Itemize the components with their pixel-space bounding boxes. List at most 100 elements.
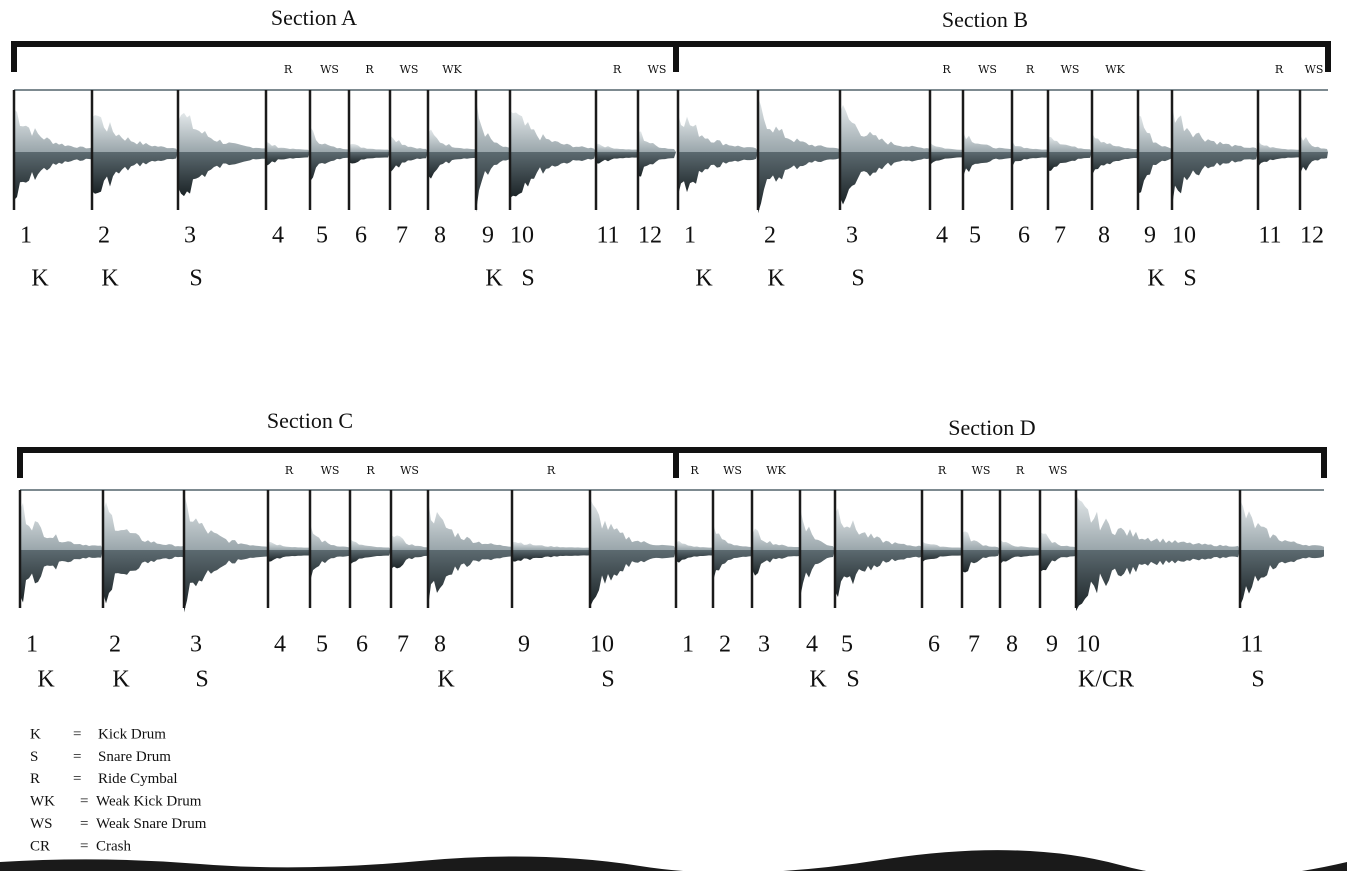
waveform-upper <box>476 97 510 152</box>
waveform-lower <box>92 152 178 194</box>
top-label: R <box>690 464 699 477</box>
waveform-lower <box>962 550 1000 573</box>
waveform-upper <box>922 541 962 550</box>
beat-number: 5 <box>316 223 328 249</box>
waveform-lower <box>350 550 391 565</box>
beat-number: 5 <box>841 632 853 658</box>
waveform-lower <box>476 152 510 213</box>
legend-meaning: Weak Kick Drum <box>96 794 202 810</box>
legend-symbol: CR <box>30 838 50 854</box>
section-bracket <box>17 447 679 478</box>
waveform-lower <box>758 152 840 214</box>
waveform-upper <box>103 502 184 550</box>
legend-separator: = <box>80 816 88 832</box>
beat-number: 4 <box>274 632 286 658</box>
beat-number: 10 <box>510 223 534 249</box>
waveform-lower <box>678 152 758 196</box>
waveform-upper <box>20 502 103 550</box>
legend-symbol: WK <box>30 794 55 810</box>
beat-number: 8 <box>1006 632 1018 658</box>
waveform-lower <box>20 550 103 603</box>
waveform-upper <box>390 135 428 152</box>
hit-label: S <box>846 667 859 693</box>
beat-number: 7 <box>1054 223 1066 249</box>
legend-separator: = <box>80 838 88 854</box>
beat-number: 12 <box>638 223 662 249</box>
top-label: R <box>285 464 294 477</box>
section-bracket <box>673 447 1327 478</box>
legend-separator: = <box>73 749 81 765</box>
waveform-upper <box>1076 494 1240 550</box>
top-label: WK <box>766 464 786 477</box>
waveform-upper <box>1012 140 1048 152</box>
beat-number: 2 <box>764 223 776 249</box>
beat-number: 2 <box>109 632 121 658</box>
waveform-lower <box>310 152 349 182</box>
waveform-lower <box>178 152 266 197</box>
hit-label: S <box>851 266 864 292</box>
waveform-upper <box>391 534 428 550</box>
hit-label: S <box>1251 667 1264 693</box>
legend-symbol: S <box>30 749 38 765</box>
waveform-upper <box>962 531 1000 550</box>
waveform-upper <box>350 539 391 550</box>
waveform-lower <box>1300 152 1328 175</box>
waveform-upper <box>638 131 676 152</box>
waveform-upper <box>266 141 310 152</box>
beat-number: 1 <box>20 223 32 249</box>
waveform-lower <box>391 550 428 569</box>
top-label: R <box>547 464 556 477</box>
top-label: R <box>284 63 293 76</box>
waveform-upper <box>1040 532 1076 550</box>
top-label: WS <box>978 63 997 76</box>
beat-number: 3 <box>184 223 196 249</box>
hit-label: S <box>521 266 534 292</box>
waveform-upper <box>428 129 476 152</box>
waveform-lower <box>14 152 92 201</box>
waveform-lower <box>752 550 800 576</box>
hit-label: K <box>809 667 827 693</box>
waveform-upper <box>1138 115 1172 152</box>
legend-separator: = <box>80 794 88 810</box>
hit-label: K <box>112 667 130 693</box>
waveform-upper <box>678 113 758 152</box>
beat-number: 5 <box>969 223 981 249</box>
hit-label: K <box>767 266 785 292</box>
section-title: Section B <box>942 7 1028 32</box>
beat-number: 6 <box>928 632 940 658</box>
waveform-lower <box>1000 550 1040 565</box>
waveform-lower <box>835 550 922 597</box>
waveform-upper <box>184 493 268 550</box>
hit-label: K <box>1147 266 1165 292</box>
waveform-lower <box>638 152 676 177</box>
waveform-upper <box>310 522 350 550</box>
waveform-upper <box>1240 499 1324 550</box>
beat-number: 6 <box>1018 223 1030 249</box>
waveform-upper <box>178 112 266 152</box>
beat-number: 11 <box>1258 223 1281 249</box>
waveform-upper <box>92 115 178 152</box>
top-label: R <box>938 464 947 477</box>
top-label: WS <box>723 464 742 477</box>
beat-number: 9 <box>518 632 530 658</box>
top-label: R <box>1275 63 1284 76</box>
legend-separator: = <box>73 726 81 742</box>
beat-number: 10 <box>590 632 614 658</box>
waveform-upper <box>596 143 638 152</box>
waveform-upper <box>512 541 590 550</box>
waveform-lower <box>1076 550 1240 611</box>
top-label: WS <box>400 464 419 477</box>
waveform-lower <box>1040 550 1076 572</box>
waveform-lower <box>1258 152 1300 167</box>
top-label: R <box>613 63 622 76</box>
waveform-lower <box>512 550 590 562</box>
waveform-lower <box>676 550 713 563</box>
hit-label: K <box>31 266 49 292</box>
waveform-upper <box>1048 136 1092 152</box>
top-label: WS <box>400 63 419 76</box>
waveform-lower <box>922 550 962 563</box>
top-label: WS <box>1305 63 1324 76</box>
waveform-lower <box>428 152 476 179</box>
